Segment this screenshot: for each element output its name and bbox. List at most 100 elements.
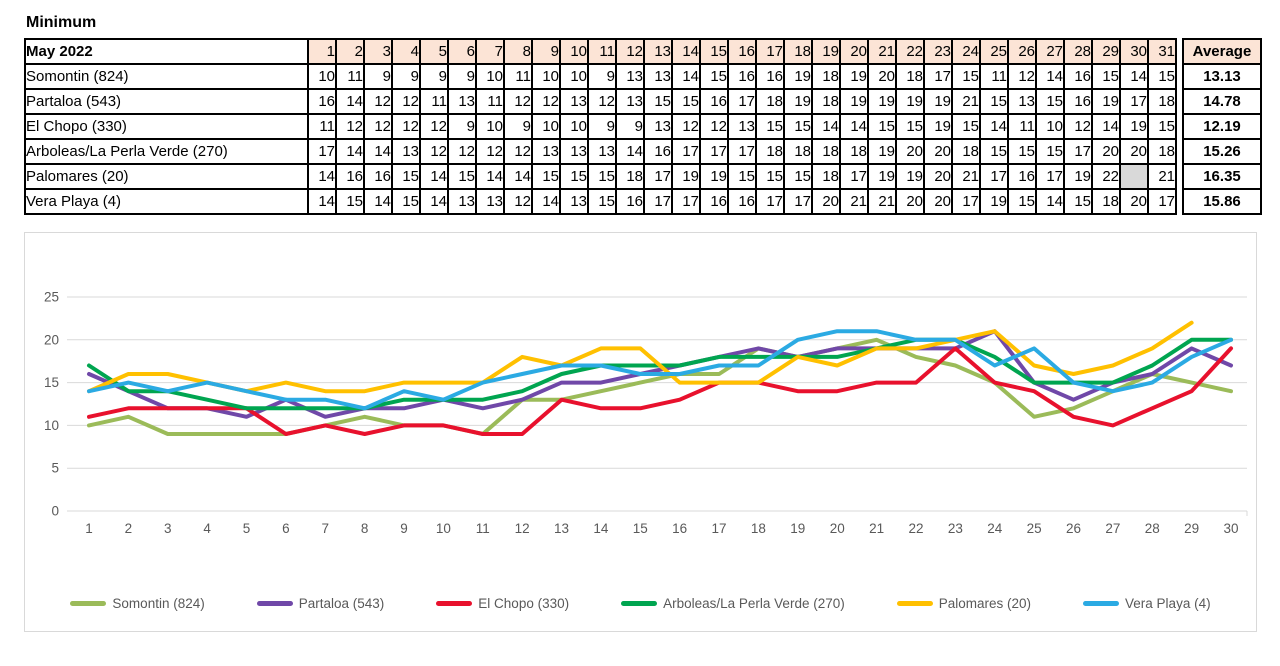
value-cell[interactable]: 14 (979, 113, 1009, 140)
average-cell[interactable]: 13.13 (1182, 63, 1262, 90)
value-cell[interactable]: 12 (391, 113, 421, 140)
value-cell[interactable]: 15 (643, 88, 673, 115)
value-cell[interactable]: 14 (419, 163, 449, 190)
value-cell[interactable]: 14 (363, 188, 393, 215)
value-cell[interactable]: 19 (923, 113, 953, 140)
value-cell[interactable]: 17 (755, 188, 785, 215)
value-cell[interactable]: 20 (895, 188, 925, 215)
missing-value-cell[interactable] (1119, 163, 1149, 190)
value-cell[interactable]: 21 (951, 88, 981, 115)
value-cell[interactable]: 19 (839, 88, 869, 115)
value-cell[interactable]: 18 (615, 163, 645, 190)
value-cell[interactable]: 9 (615, 113, 645, 140)
day-header-cell[interactable]: 5 (419, 38, 449, 65)
value-cell[interactable]: 17 (643, 163, 673, 190)
day-header-cell[interactable]: 2 (335, 38, 365, 65)
value-cell[interactable]: 14 (475, 163, 505, 190)
value-cell[interactable]: 17 (1119, 88, 1149, 115)
day-header-cell[interactable]: 18 (783, 38, 813, 65)
day-header-cell[interactable]: 13 (643, 38, 673, 65)
day-header-cell[interactable]: 28 (1063, 38, 1093, 65)
value-cell[interactable]: 14 (531, 188, 561, 215)
value-cell[interactable]: 13 (643, 63, 673, 90)
value-cell[interactable]: 18 (783, 138, 813, 165)
day-header-cell[interactable]: 1 (307, 38, 337, 65)
value-cell[interactable]: 14 (811, 113, 841, 140)
value-cell[interactable]: 13 (391, 138, 421, 165)
value-cell[interactable]: 18 (1147, 88, 1177, 115)
day-header-cell[interactable]: 21 (867, 38, 897, 65)
day-header-cell[interactable]: 10 (559, 38, 589, 65)
value-cell[interactable]: 18 (895, 63, 925, 90)
value-cell[interactable]: 14 (503, 163, 533, 190)
value-cell[interactable]: 16 (307, 88, 337, 115)
value-cell[interactable]: 10 (531, 113, 561, 140)
value-cell[interactable]: 19 (1063, 163, 1093, 190)
value-cell[interactable]: 21 (867, 188, 897, 215)
value-cell[interactable]: 9 (447, 63, 477, 90)
value-cell[interactable]: 12 (419, 113, 449, 140)
day-header-cell[interactable]: 27 (1035, 38, 1065, 65)
value-cell[interactable]: 14 (1035, 63, 1065, 90)
average-cell[interactable]: 15.26 (1182, 138, 1262, 165)
value-cell[interactable]: 17 (1035, 163, 1065, 190)
value-cell[interactable]: 15 (671, 88, 701, 115)
value-cell[interactable]: 12 (503, 188, 533, 215)
average-cell[interactable]: 14.78 (1182, 88, 1262, 115)
value-cell[interactable]: 20 (867, 63, 897, 90)
value-cell[interactable]: 19 (979, 188, 1009, 215)
value-cell[interactable]: 18 (1091, 188, 1121, 215)
value-cell[interactable]: 21 (1147, 163, 1177, 190)
value-cell[interactable]: 18 (811, 138, 841, 165)
value-cell[interactable]: 15 (727, 163, 757, 190)
value-cell[interactable]: 10 (1035, 113, 1065, 140)
value-cell[interactable]: 14 (671, 63, 701, 90)
value-cell[interactable]: 12 (1007, 63, 1037, 90)
value-cell[interactable]: 17 (839, 163, 869, 190)
value-cell[interactable]: 16 (1063, 63, 1093, 90)
value-cell[interactable]: 19 (867, 138, 897, 165)
day-header-cell[interactable]: 8 (503, 38, 533, 65)
value-cell[interactable]: 14 (839, 113, 869, 140)
value-cell[interactable]: 18 (951, 138, 981, 165)
day-header-cell[interactable]: 4 (391, 38, 421, 65)
day-header-cell[interactable]: 16 (727, 38, 757, 65)
value-cell[interactable]: 16 (699, 88, 729, 115)
row-label-cell[interactable]: Arboleas/La Perla Verde (270) (24, 138, 309, 165)
value-cell[interactable]: 14 (307, 188, 337, 215)
average-cell[interactable]: 12.19 (1182, 113, 1262, 140)
row-label-cell[interactable]: Vera Playa (4) (24, 188, 309, 215)
value-cell[interactable]: 11 (307, 113, 337, 140)
value-cell[interactable]: 15 (783, 163, 813, 190)
value-cell[interactable]: 12 (1063, 113, 1093, 140)
day-header-cell[interactable]: 9 (531, 38, 561, 65)
value-cell[interactable]: 20 (1119, 188, 1149, 215)
value-cell[interactable]: 12 (475, 138, 505, 165)
value-cell[interactable]: 17 (1147, 188, 1177, 215)
value-cell[interactable]: 10 (307, 63, 337, 90)
temps-line-chart[interactable]: 0 5 10 15 20 25 1 2 3 4 5 6 7 8 9 10 11 12 13 14 15 16 17 18 19 2… (24, 232, 1257, 632)
value-cell[interactable]: 20 (923, 163, 953, 190)
day-header-cell[interactable]: 6 (447, 38, 477, 65)
value-cell[interactable]: 10 (531, 63, 561, 90)
value-cell[interactable]: 13 (447, 188, 477, 215)
value-cell[interactable]: 12 (503, 88, 533, 115)
value-cell[interactable]: 17 (643, 188, 673, 215)
value-cell[interactable]: 20 (923, 188, 953, 215)
value-cell[interactable]: 15 (587, 163, 617, 190)
value-cell[interactable]: 19 (895, 88, 925, 115)
value-cell[interactable]: 17 (783, 188, 813, 215)
day-header-cell[interactable]: 7 (475, 38, 505, 65)
value-cell[interactable]: 11 (1007, 113, 1037, 140)
value-cell[interactable]: 13 (615, 63, 645, 90)
row-label-cell[interactable]: El Chopo (330) (24, 113, 309, 140)
value-cell[interactable]: 19 (867, 163, 897, 190)
value-cell[interactable]: 17 (951, 188, 981, 215)
value-cell[interactable]: 17 (727, 138, 757, 165)
value-cell[interactable]: 13 (531, 138, 561, 165)
value-cell[interactable]: 16 (1063, 88, 1093, 115)
value-cell[interactable]: 15 (391, 163, 421, 190)
value-cell[interactable]: 15 (699, 63, 729, 90)
day-header-cell[interactable]: 30 (1119, 38, 1149, 65)
value-cell[interactable]: 13 (559, 88, 589, 115)
